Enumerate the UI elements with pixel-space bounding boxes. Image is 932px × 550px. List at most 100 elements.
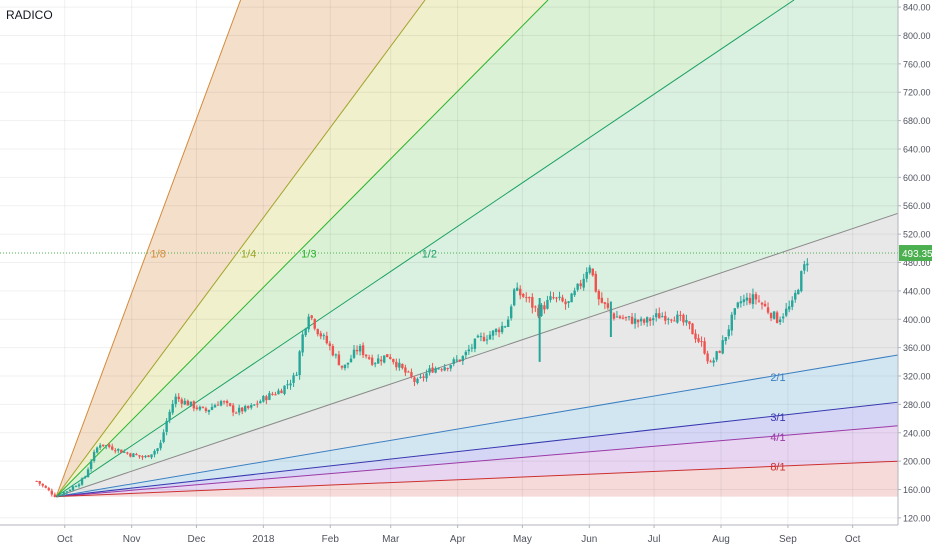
candle-body [428, 368, 431, 373]
x-tick-label: 2018 [252, 534, 275, 545]
candle-body [86, 469, 90, 478]
candle-body [642, 319, 646, 323]
candle-body [340, 365, 344, 368]
candle-body [195, 407, 199, 409]
candle-body [558, 296, 561, 298]
candle-body [392, 359, 395, 363]
candle-body [648, 318, 652, 322]
candle-body [383, 355, 386, 363]
candle-body [443, 367, 446, 371]
candle-body [135, 454, 138, 456]
candle-body [606, 303, 610, 308]
candle-body [522, 294, 525, 297]
candle-body [138, 455, 141, 457]
candle-body [757, 300, 761, 302]
candle-body [582, 278, 585, 288]
candle-body [337, 354, 341, 366]
y-tick-label: 160.00 [903, 485, 931, 495]
candle-body [361, 345, 365, 355]
candle-body [633, 318, 637, 324]
candle-body [500, 325, 504, 333]
candle-body [189, 401, 193, 406]
candle-body [636, 319, 640, 323]
candle-body [727, 329, 730, 337]
candle-body [800, 271, 803, 292]
candle-body [537, 307, 540, 317]
candle-body [373, 363, 377, 365]
candle-body [706, 353, 709, 362]
candle-body [177, 396, 180, 400]
candle-body [274, 394, 277, 396]
candle-body [721, 340, 724, 354]
x-tick-label: Sep [779, 534, 797, 545]
grid [0, 0, 898, 525]
candle-body [389, 356, 392, 359]
candle-body [519, 288, 522, 296]
y-tick-label: 520.00 [903, 230, 931, 240]
candle-body [775, 312, 779, 324]
candle-body [588, 267, 591, 273]
candle-body [425, 373, 428, 379]
candle-body [464, 351, 468, 356]
candle-body [89, 461, 93, 469]
fan-line-7 [56, 425, 899, 498]
candle-body [201, 406, 205, 408]
candle-body [213, 405, 217, 408]
candle-body [485, 339, 489, 341]
candle-body [639, 318, 643, 322]
candle-body [147, 455, 150, 458]
fan-line-1 [55, 0, 426, 497]
candle-body [343, 364, 347, 369]
candle-body [59, 495, 63, 497]
candle-body [763, 303, 767, 307]
x-tick-label: Oct [845, 534, 861, 545]
candle-body [416, 378, 419, 384]
candle-body [259, 401, 262, 404]
candle-body [585, 271, 588, 279]
candle-body [781, 316, 785, 319]
candle-body [440, 369, 443, 371]
candle-body [105, 445, 108, 447]
candle-body [186, 400, 190, 406]
candle-body [670, 319, 673, 321]
candle-body [53, 494, 57, 498]
candle-body [83, 476, 87, 479]
candle-body [271, 393, 274, 395]
candle-body [512, 289, 516, 306]
candle-body [688, 321, 691, 325]
candle-body [50, 490, 54, 495]
candle-body [676, 314, 679, 323]
candle-body [709, 361, 712, 363]
candle-body [231, 405, 235, 413]
candle-body [250, 405, 253, 408]
candle-body [769, 313, 773, 319]
candle-body [760, 302, 764, 305]
candle-body [183, 400, 186, 405]
candle-body [664, 315, 667, 321]
candle-body [219, 401, 223, 406]
candle-body [627, 316, 631, 318]
candle-body [132, 453, 135, 458]
candle-body [540, 304, 543, 316]
candle-body [618, 316, 622, 319]
candle-body [301, 334, 304, 353]
candle-body [797, 289, 800, 295]
candle-body [319, 333, 322, 337]
candle-body [506, 319, 510, 327]
y-tick-label: 480.00 [903, 258, 931, 268]
y-tick-label: 280.00 [903, 400, 931, 410]
candle-body [47, 488, 50, 491]
time-axis [0, 525, 932, 550]
candle-body [661, 316, 664, 318]
candle-body [123, 451, 126, 453]
candle-body [289, 383, 292, 386]
candle-body [401, 363, 404, 369]
candle-body [111, 446, 114, 450]
candle-body [144, 455, 147, 458]
candle-body [679, 314, 682, 316]
candle-body [476, 335, 480, 338]
candle-body [579, 283, 582, 287]
candle-body [600, 297, 604, 303]
